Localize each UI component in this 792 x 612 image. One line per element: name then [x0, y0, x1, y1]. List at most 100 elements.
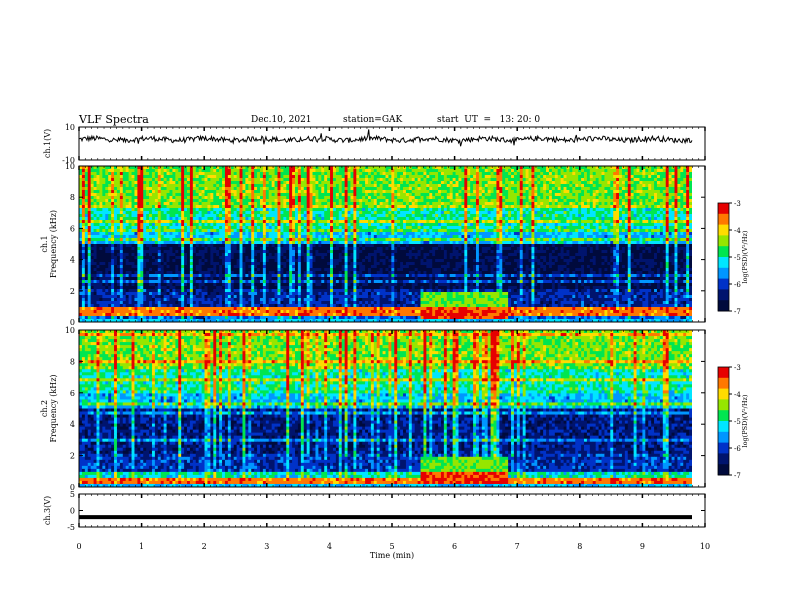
spectrogram-cell — [116, 166, 121, 170]
spectrogram-cell — [452, 220, 456, 224]
spectrogram-cell — [563, 214, 567, 218]
spectrogram-cell — [443, 211, 448, 215]
spectrogram-cell — [224, 202, 229, 206]
spectrogram-cell — [230, 214, 235, 218]
spectrogram-cell — [686, 226, 690, 230]
spectrogram-cell — [546, 175, 550, 179]
spectrogram-cell — [540, 190, 544, 194]
spectrogram-cell — [289, 184, 293, 188]
spectrogram-cell — [306, 190, 311, 194]
spectrogram-cell — [683, 229, 687, 233]
spectrogram-cell — [149, 187, 153, 191]
spectrogram-cell — [566, 232, 570, 236]
spectrogram-cell — [645, 229, 649, 233]
spectrogram-cell — [154, 217, 159, 221]
spectrogram-cell — [651, 184, 655, 188]
spectrogram-cell — [543, 217, 547, 221]
spectrogram-cell — [134, 196, 138, 200]
spectrogram-cell — [195, 181, 200, 185]
spectrogram-cell — [321, 235, 325, 239]
spectrogram-cell — [400, 223, 404, 227]
spectrogram-cell — [116, 220, 121, 224]
spectrogram-cell — [610, 190, 614, 194]
spectrogram-cell — [598, 169, 602, 173]
spectrogram-cell — [505, 223, 509, 227]
spectrogram-cell — [242, 178, 246, 182]
spectrogram-cell — [400, 205, 404, 209]
spectrogram-cell — [405, 166, 410, 170]
spectrogram-cell — [149, 223, 153, 227]
spectrogram-cell — [216, 202, 220, 206]
spectrogram-cell — [473, 223, 477, 227]
spectrogram-cell — [169, 229, 173, 233]
spectrogram-cell — [499, 175, 503, 179]
spectrogram-cell — [420, 226, 424, 230]
spectrogram-cell — [408, 202, 413, 206]
spectrogram-cell — [119, 211, 124, 215]
spectrogram-cell — [616, 178, 620, 182]
spectrogram-cell — [665, 232, 670, 236]
spectrogram-cell — [569, 199, 573, 203]
spectrogram-cell — [508, 205, 512, 209]
spectrogram-cell — [686, 232, 690, 236]
spectrogram-cell — [438, 235, 442, 239]
spectrogram-cell — [201, 166, 205, 170]
spectrogram-cell — [379, 169, 383, 173]
spectrogram-cell — [335, 181, 340, 185]
spectrogram-cell — [528, 199, 532, 203]
spectrogram-cell — [595, 199, 599, 203]
spectrogram-cell — [394, 220, 398, 224]
spectrogram-cell — [385, 211, 389, 215]
spectrogram-cell — [300, 208, 305, 212]
spectrogram-cell — [438, 214, 442, 218]
spectrogram-cell — [595, 169, 599, 173]
spectrogram-cell — [280, 184, 284, 188]
spectrogram-cell — [280, 181, 284, 185]
spectrogram-cell — [391, 193, 395, 197]
spectrogram-cell — [102, 220, 106, 224]
spectrogram-cell — [330, 232, 334, 236]
spectrogram-cell — [651, 169, 655, 173]
spectrogram-cell — [592, 202, 597, 206]
spectrogram-cell — [656, 190, 661, 194]
spectrogram-cell — [493, 223, 497, 227]
spectrogram-cell — [621, 211, 626, 215]
spectrogram-cell — [335, 217, 340, 221]
spectrogram-cell — [102, 202, 106, 206]
spectrogram-cell — [569, 232, 573, 236]
spectrogram-cell — [548, 169, 553, 173]
spectrogram-cell — [400, 190, 404, 194]
spectrogram-cell — [452, 172, 456, 176]
spectrogram-cell — [166, 184, 170, 188]
spectrogram-cell — [341, 205, 346, 209]
spectrogram-cell — [546, 208, 550, 212]
spectrogram-cell — [516, 172, 521, 176]
spectrogram-cell — [668, 193, 672, 197]
spectrogram-cell — [525, 220, 529, 224]
spectrogram-cell — [478, 232, 483, 236]
spectrogram-cell — [502, 229, 506, 233]
spectrogram-cell — [324, 214, 328, 218]
spectrogram-cell — [546, 229, 550, 233]
spectrogram-cell — [584, 220, 588, 224]
spectrogram-cell — [286, 226, 290, 230]
spectrogram-cell — [143, 178, 147, 182]
spectrogram-cell — [195, 196, 200, 200]
spectrogram-cell — [90, 196, 94, 200]
spectrogram-cell — [382, 202, 386, 206]
spectrogram-cell — [137, 223, 141, 227]
spectrogram-cell — [656, 211, 661, 215]
spectrogram-cell — [651, 220, 655, 224]
spectrogram-cell — [423, 226, 427, 230]
spectrogram-cell — [511, 214, 515, 218]
spectrogram-cell — [242, 196, 246, 200]
spectrogram-cell — [201, 223, 205, 227]
spectrogram-cell — [385, 166, 389, 170]
spectrogram-cell — [651, 226, 655, 230]
spectrogram-cell — [408, 187, 413, 191]
spectrogram-cell — [280, 226, 284, 230]
spectrogram-cell — [414, 175, 419, 179]
spectrogram-cell — [589, 205, 594, 209]
spectrogram-cell — [134, 187, 138, 191]
spectrogram-cell — [309, 232, 313, 236]
